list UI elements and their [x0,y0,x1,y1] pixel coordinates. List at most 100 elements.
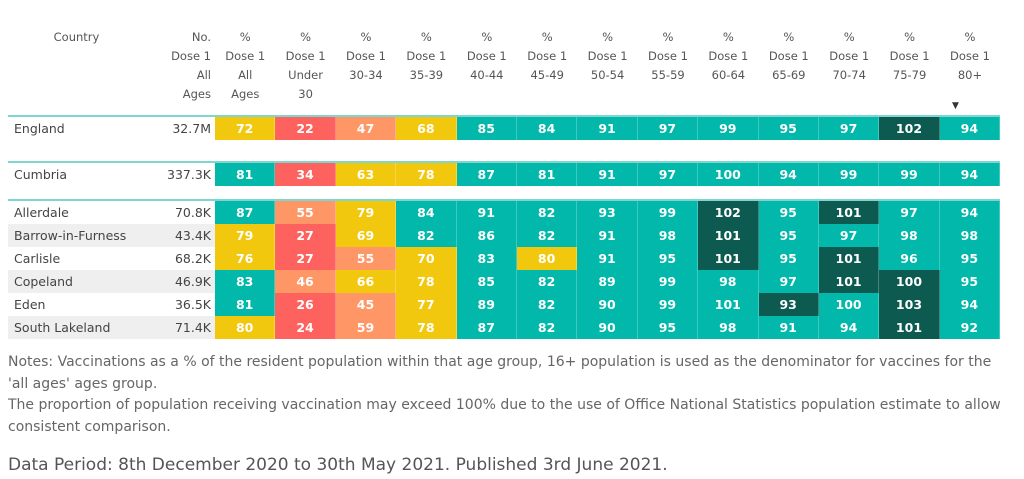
column-header[interactable]: % Dose 1 40-44 [457,28,517,85]
pct-cell: 90 [577,316,638,339]
pct-cell: 94 [939,163,1001,186]
pct-cell: 101 [698,224,759,247]
column-header[interactable]: % Dose 1 30-34 [336,28,396,85]
dose1-total: 46.9K [174,274,211,289]
pct-cell: 98 [698,316,759,339]
pct-cell: 101 [818,270,880,293]
pct-cell: 95 [637,247,699,270]
column-header-line: All [196,68,211,82]
pct-cell: 70 [396,247,457,270]
column-header-line: All [238,68,253,82]
table-row[interactable]: South Lakeland 71.4K 80 24 59 78 87 82 90 95 98 91 9… [8,316,1001,339]
column-header-line: % [300,30,312,44]
column-header-line: % [360,30,372,44]
pct-cell: 95 [758,247,819,270]
table-row[interactable]: Cumbria 337.3K 81 34 63 78 87 81 91 97 100 94 99 99 94 [8,163,1001,186]
column-header[interactable]: Country [8,28,145,47]
note-denominator: Notes: Vaccinations as a % of the reside… [8,354,992,392]
pct-cell: 82 [516,270,578,293]
column-header[interactable]: % Dose 1 35-39 [396,28,456,85]
dose1-total: 43.4K [174,228,211,243]
column-header-line: 80+ [957,68,983,82]
pct-cell: 94 [939,293,1001,316]
area-name: Copeland [14,274,73,289]
pct-cell: 66 [335,270,397,293]
dose1-total: 32.7M [172,121,211,136]
pct-cell: 87 [456,316,517,339]
pct-cell: 68 [396,117,457,140]
column-header-line: Dose 1 [285,49,326,63]
table-row[interactable]: Allerdale 70.8K 87 55 79 84 91 82 93 99 102 95 101 97… [8,201,1001,224]
column-header[interactable]: % Dose 1 80+ [940,28,1000,85]
pct-cell: 94 [939,117,1001,140]
area-name: South Lakeland [14,320,111,335]
column-header-line: 40-44 [470,68,504,82]
column-header-line: Ages [231,87,260,101]
table-row[interactable]: Eden 36.5K 81 26 45 77 89 82 90 99 101 93 100 103 94 [8,293,1001,316]
pct-cell: 91 [758,316,819,339]
pct-cell: 102 [698,201,759,224]
pct-cell: 34 [275,163,336,186]
column-header[interactable]: % Dose 1 65-69 [759,28,819,85]
pct-cell: 91 [577,117,638,140]
column-header[interactable]: % Dose 1 75-79 [879,28,939,85]
column-header[interactable]: % Dose 1 All Ages [215,28,275,104]
column-header-line: Dose 1 [171,49,211,63]
table-row[interactable]: England 32.7M 72 22 47 68 85 84 91 97 99 95 97 102 94 [8,117,1001,140]
pct-cell: 45 [335,293,397,316]
pct-cell: 99 [818,163,880,186]
column-header-line: No. [191,30,211,44]
area-name: Barrow-in-Furness [14,228,127,243]
table-row[interactable]: Barrow-in-Furness 43.4K 79 27 69 82 86 82 91 98 10… [8,224,1001,247]
pct-cell: 55 [275,201,336,224]
pct-cell: 96 [879,247,940,270]
pct-cell: 97 [818,117,880,140]
column-header-line: 45-49 [530,68,564,82]
column-header[interactable]: % Dose 1 60-64 [698,28,758,85]
table-row[interactable]: Copeland 46.9K 83 46 66 78 85 82 89 99 98 97 101 100 9… [8,270,1001,293]
column-header[interactable]: % Dose 1 50-54 [577,28,637,85]
column-header-line: 70-74 [832,68,866,82]
table-row[interactable]: Carlisle 68.2K 76 27 55 70 83 80 91 95 101 95 101 96 9… [8,247,1001,270]
pct-cell: 26 [275,293,336,316]
pct-cell: 99 [637,293,699,316]
column-header[interactable]: % Dose 1 55-59 [638,28,698,85]
pct-cell: 85 [456,270,517,293]
pct-cell: 89 [456,293,517,316]
pct-cell: 59 [335,316,397,339]
pct-cell: 80 [516,247,578,270]
pct-cell: 92 [939,316,1001,339]
pct-cell: 46 [275,270,336,293]
dose1-total: 36.5K [174,297,211,312]
pct-cell: 69 [335,224,397,247]
column-header-line: Dose 1 [829,49,870,63]
pct-cell: 95 [758,224,819,247]
pct-cell: 99 [879,163,940,186]
pct-cell: 97 [879,201,940,224]
pct-cell: 82 [516,316,578,339]
column-header[interactable]: % Dose 1 Under 30 [275,28,335,104]
column-header-line: Dose 1 [346,49,386,63]
pct-cell: 81 [214,163,276,186]
column-header-line: Dose 1 [889,49,930,63]
sort-descending-icon[interactable]: ▼ [952,101,959,111]
pct-cell: 100 [879,270,940,293]
pct-cell: 95 [939,270,1001,293]
column-header[interactable]: % Dose 1 70-74 [819,28,879,85]
note-exceed-100: The proportion of population receiving v… [8,397,1001,435]
pct-cell: 91 [577,224,638,247]
pct-cell: 100 [818,293,880,316]
table-block: Allerdale 70.8K 87 55 79 84 91 82 93 99 102 95 101 97… [8,199,1001,339]
column-header[interactable]: % Dose 1 45-49 [517,28,577,85]
dose1-total: 68.2K [174,251,211,266]
area-name: Allerdale [14,205,69,220]
pct-cell: 82 [516,293,578,316]
column-header-line: Dose 1 [587,49,628,63]
pct-cell: 94 [939,201,1001,224]
pct-cell: 84 [516,117,578,140]
column-header[interactable]: No. Dose 1 All Ages [145,28,211,104]
pct-cell: 101 [818,201,880,224]
column-header-line: % [541,30,553,44]
pct-cell: 97 [818,224,880,247]
pct-cell: 91 [577,247,638,270]
